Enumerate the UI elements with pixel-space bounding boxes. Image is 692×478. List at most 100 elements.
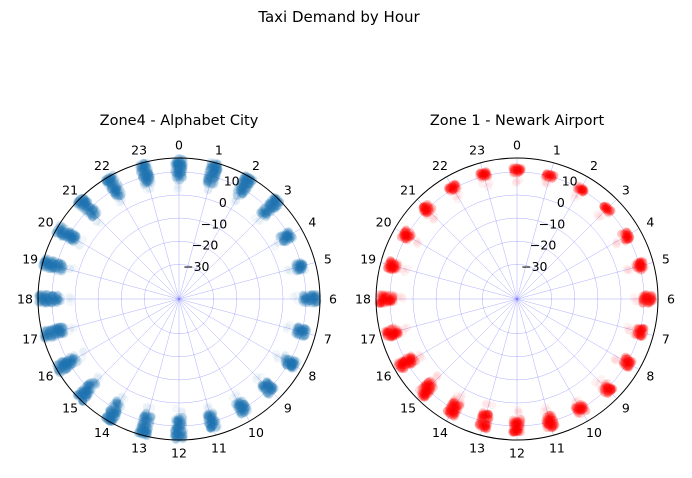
data-point <box>142 402 151 411</box>
data-point <box>240 408 249 417</box>
data-point <box>312 297 321 307</box>
data-point <box>208 170 217 179</box>
data-point <box>259 381 269 390</box>
data-point <box>210 175 220 184</box>
data-point <box>213 166 222 176</box>
data-point <box>271 193 281 203</box>
data-point <box>204 173 213 182</box>
data-point <box>173 425 182 435</box>
data-point <box>56 364 66 374</box>
data-point <box>110 188 120 198</box>
data-point <box>52 326 62 335</box>
data-point <box>173 158 182 168</box>
data-point <box>270 194 279 203</box>
data-point <box>307 290 316 300</box>
data-point <box>85 385 95 394</box>
data-point <box>237 404 247 413</box>
data-point <box>62 362 72 371</box>
data-point <box>173 171 182 180</box>
data-point <box>235 396 244 405</box>
data-point <box>267 385 276 394</box>
data-point <box>233 186 243 195</box>
data-point <box>291 328 300 337</box>
data-point <box>143 424 152 433</box>
data-point <box>295 259 304 269</box>
data-point <box>266 205 276 214</box>
data-point <box>205 165 214 175</box>
data-point <box>265 207 275 216</box>
r-gridline <box>144 264 214 334</box>
data-point <box>259 204 268 213</box>
data-point <box>285 354 294 364</box>
data-point <box>176 158 186 167</box>
data-point <box>45 258 54 268</box>
data-point <box>296 262 305 272</box>
data-point <box>54 323 63 332</box>
grid <box>38 158 320 440</box>
data-point <box>138 424 147 433</box>
data-point <box>242 402 251 412</box>
data-point <box>107 411 116 420</box>
data-point <box>178 430 188 440</box>
data-point <box>294 322 303 331</box>
data-point <box>292 262 301 271</box>
theta-gridline <box>56 228 180 300</box>
data-point <box>53 298 62 308</box>
data-point <box>293 357 302 366</box>
data-point <box>110 409 120 418</box>
data-point <box>262 377 271 387</box>
data-point <box>72 390 81 400</box>
data-point <box>414 350 424 359</box>
data-point <box>50 296 59 306</box>
data-point <box>271 204 280 214</box>
data-point <box>108 401 117 410</box>
data-point <box>293 326 302 335</box>
data-point <box>139 417 148 427</box>
data-point <box>236 186 245 195</box>
data-point <box>273 198 282 207</box>
data-point <box>255 208 265 217</box>
data-point <box>173 427 182 436</box>
data-point <box>67 233 77 242</box>
data-point <box>62 365 71 374</box>
data-point <box>414 238 423 247</box>
data-point <box>51 332 60 341</box>
data-point <box>290 362 299 371</box>
data-point <box>210 169 219 178</box>
data-point <box>272 202 282 211</box>
theta-tick-label: 12 <box>509 446 525 461</box>
data-point <box>241 183 251 192</box>
data-point <box>55 326 64 336</box>
data-point <box>312 297 322 307</box>
r-gridline <box>97 217 261 381</box>
data-point <box>312 292 321 302</box>
data-point <box>173 428 182 437</box>
theta-tick-label: 18 <box>355 292 371 307</box>
data-point <box>86 381 95 391</box>
data-point <box>63 356 72 365</box>
data-point <box>242 177 251 186</box>
data-point <box>234 398 243 407</box>
data-point <box>170 158 179 167</box>
data-point <box>83 386 92 395</box>
theta-gridline <box>79 298 180 399</box>
data-point <box>50 295 60 304</box>
data-point <box>268 382 277 391</box>
data-point <box>113 399 122 408</box>
data-point <box>300 293 310 302</box>
data-point <box>45 329 54 338</box>
data-point <box>52 329 61 339</box>
figure-title: Taxi Demand by Hour <box>257 8 420 26</box>
data-point <box>179 161 189 170</box>
data-point <box>544 418 553 427</box>
data-point <box>107 416 117 425</box>
data-point <box>280 357 289 367</box>
data-point <box>294 323 304 333</box>
data-point <box>46 296 55 306</box>
data-point <box>203 173 212 183</box>
data-point <box>47 259 56 268</box>
data-point <box>262 388 271 397</box>
theta-tick-label: 16 <box>376 369 392 384</box>
data-point <box>142 431 151 440</box>
data-point <box>45 260 55 270</box>
